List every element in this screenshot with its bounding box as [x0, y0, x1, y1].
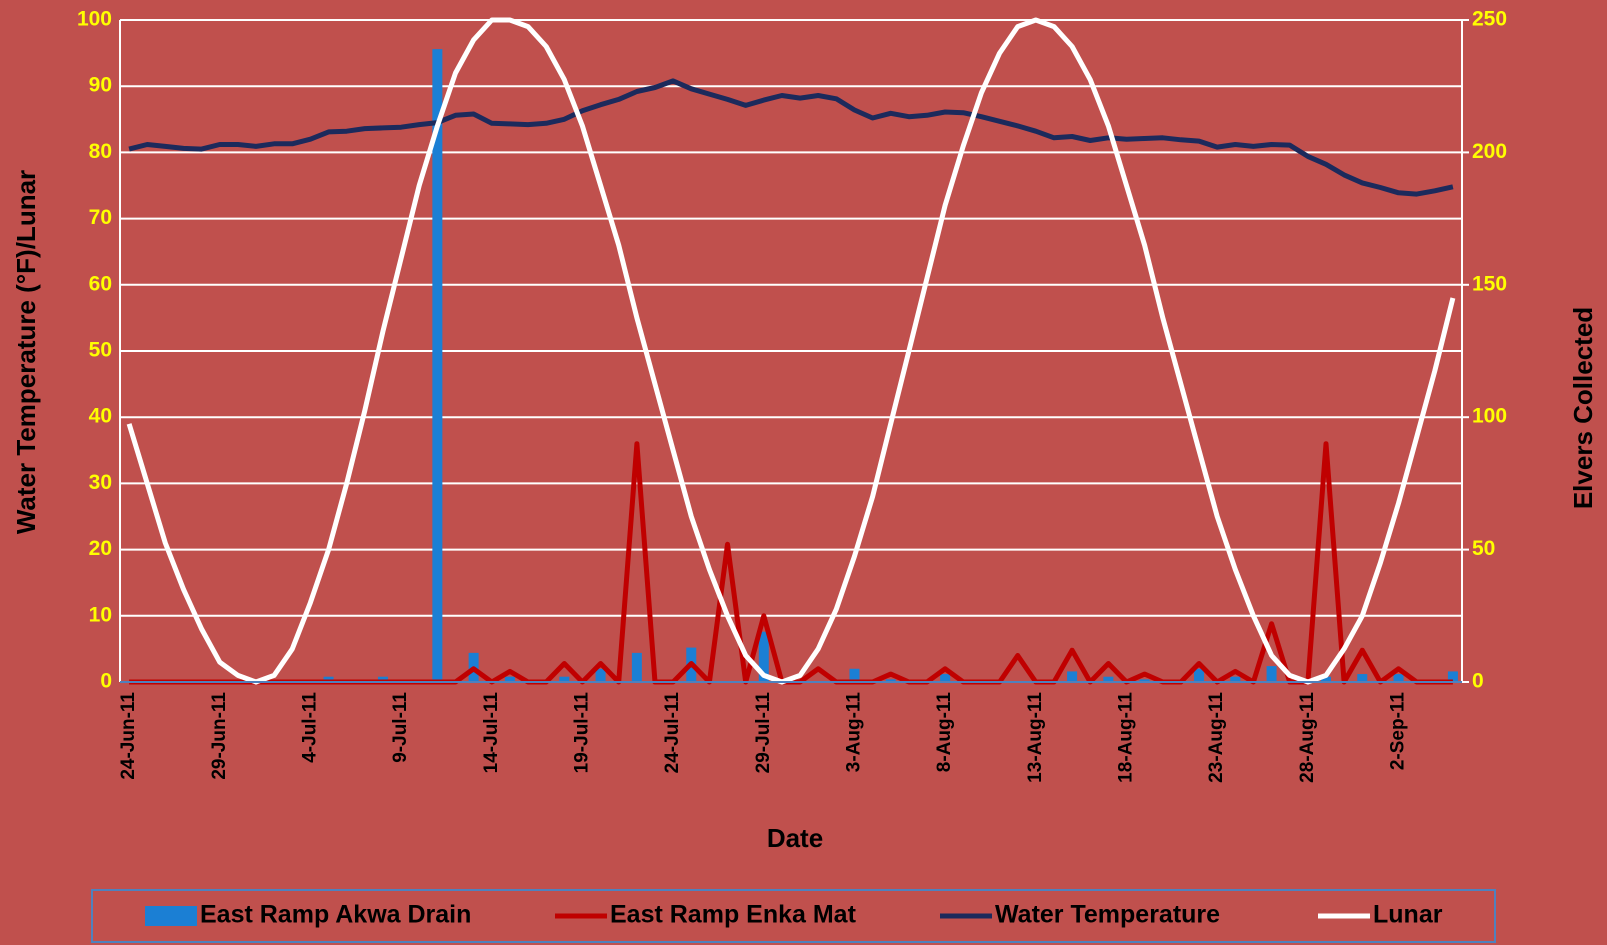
bar: [1067, 671, 1078, 682]
x-tick-label: 29-Jul-11: [753, 692, 774, 774]
y-tick-label: 0: [100, 670, 112, 693]
x-tick-label: 23-Aug-11: [1206, 692, 1227, 783]
y2-tick-label: 50: [1472, 537, 1495, 560]
y-tick-label: 10: [89, 603, 112, 626]
x-tick-label: 14-Jul-11: [481, 692, 502, 774]
bar: [1393, 674, 1404, 682]
bar: [432, 49, 443, 683]
x-tick-label: 8-Aug-11: [934, 692, 955, 773]
y2-tick-label: 250: [1472, 8, 1507, 31]
y-tick-label: 40: [89, 405, 112, 428]
x-axis-title: Date: [767, 823, 823, 853]
x-tick-label: 13-Aug-11: [1025, 692, 1046, 783]
bar: [631, 652, 642, 682]
y-tick-label: 100: [77, 8, 112, 31]
x-tick-label: 28-Aug-11: [1297, 692, 1318, 783]
legend-box: [91, 889, 1496, 943]
x-tick-label: 4-Jul-11: [299, 692, 320, 763]
bar: [323, 676, 334, 682]
x-tick-label: 3-Aug-11: [843, 692, 864, 773]
legend-label: East Ramp Enka Mat: [610, 901, 857, 929]
bar: [1447, 671, 1458, 682]
bar: [849, 668, 860, 682]
line-series: [128, 78, 1454, 197]
y2-tick-label: 100: [1472, 405, 1507, 428]
y2-axis-title: Elvers Collected: [1568, 307, 1598, 509]
y-tick-label: 80: [89, 140, 112, 163]
bar: [1266, 666, 1277, 682]
line-series: [126, 17, 1456, 685]
bar: [504, 676, 515, 682]
x-tick-label: 24-Jun-11: [118, 692, 139, 780]
x-tick-label: 24-Jul-11: [662, 692, 683, 774]
bar: [1357, 674, 1368, 682]
x-tick-label: 19-Jul-11: [571, 692, 592, 774]
y2-tick-label: 0: [1472, 670, 1484, 693]
bar: [1230, 676, 1241, 682]
legend-label: East Ramp Akwa Drain: [200, 901, 471, 929]
line-series: [129, 441, 1453, 685]
bar: [595, 668, 606, 682]
legend-label: Water Temperature: [995, 901, 1220, 929]
legend-label: Lunar: [1373, 901, 1443, 929]
y2-tick-label: 150: [1472, 272, 1507, 295]
bar: [377, 676, 388, 682]
bar: [940, 674, 951, 682]
bar: [885, 679, 896, 682]
bar: [559, 676, 570, 682]
bar: [758, 631, 769, 682]
y-tick-label: 20: [89, 537, 112, 560]
y-tick-label: 90: [89, 74, 112, 97]
bar: [1194, 668, 1205, 682]
x-tick-label: 2-Sep-11: [1388, 692, 1409, 771]
y-tick-label: 60: [89, 272, 112, 295]
x-tick-label: 18-Aug-11: [1116, 692, 1137, 783]
y-tick-label: 50: [89, 339, 112, 362]
x-tick-label: 29-Jun-11: [209, 692, 230, 780]
bar: [1103, 676, 1114, 682]
bar: [1139, 679, 1150, 682]
y-axis-title: Water Temperature (°F)/Lunar: [11, 170, 41, 534]
legend-swatch: [145, 906, 197, 926]
x-tick-label: 9-Jul-11: [390, 692, 411, 763]
y-tick-label: 30: [89, 471, 112, 494]
bar: [1320, 676, 1331, 682]
y-tick-label: 70: [89, 206, 112, 229]
y2-tick-label: 200: [1472, 140, 1507, 163]
